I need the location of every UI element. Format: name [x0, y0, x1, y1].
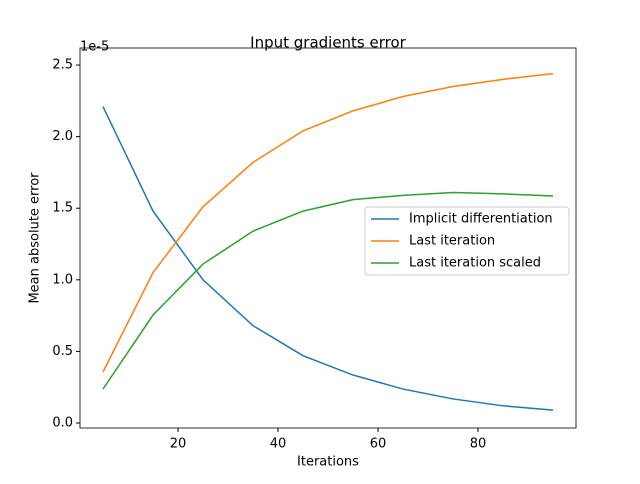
- series-line: [102, 72, 554, 373]
- y-tick-label: 2.0: [52, 129, 73, 144]
- axes-frame: [79, 47, 577, 429]
- series-line: [102, 191, 554, 390]
- y-offset-label: 1e-5: [80, 40, 109, 55]
- series-line: [102, 106, 554, 411]
- y-tick-label: 0.0: [52, 415, 73, 430]
- x-tick-label: 80: [470, 437, 487, 452]
- y-tick-label: 2.5: [52, 58, 73, 73]
- y-axis-label: Mean absolute error: [28, 172, 43, 304]
- y-tick-label: 0.5: [52, 344, 73, 359]
- legend-label: Last iteration scaled: [409, 256, 541, 271]
- x-tick-label: 40: [270, 437, 287, 452]
- y-tick-label: 1.5: [52, 201, 73, 216]
- y-tick-label: 1.0: [52, 272, 73, 287]
- x-tick-label: 60: [370, 437, 387, 452]
- legend-box: [364, 206, 570, 276]
- chart-title: Input gradients error: [250, 34, 407, 52]
- legend-label: Last iteration: [409, 234, 495, 249]
- legend-label: Implicit differentiation: [409, 212, 553, 227]
- x-tick-label: 20: [170, 437, 187, 452]
- x-axis-label: Iterations: [297, 455, 359, 470]
